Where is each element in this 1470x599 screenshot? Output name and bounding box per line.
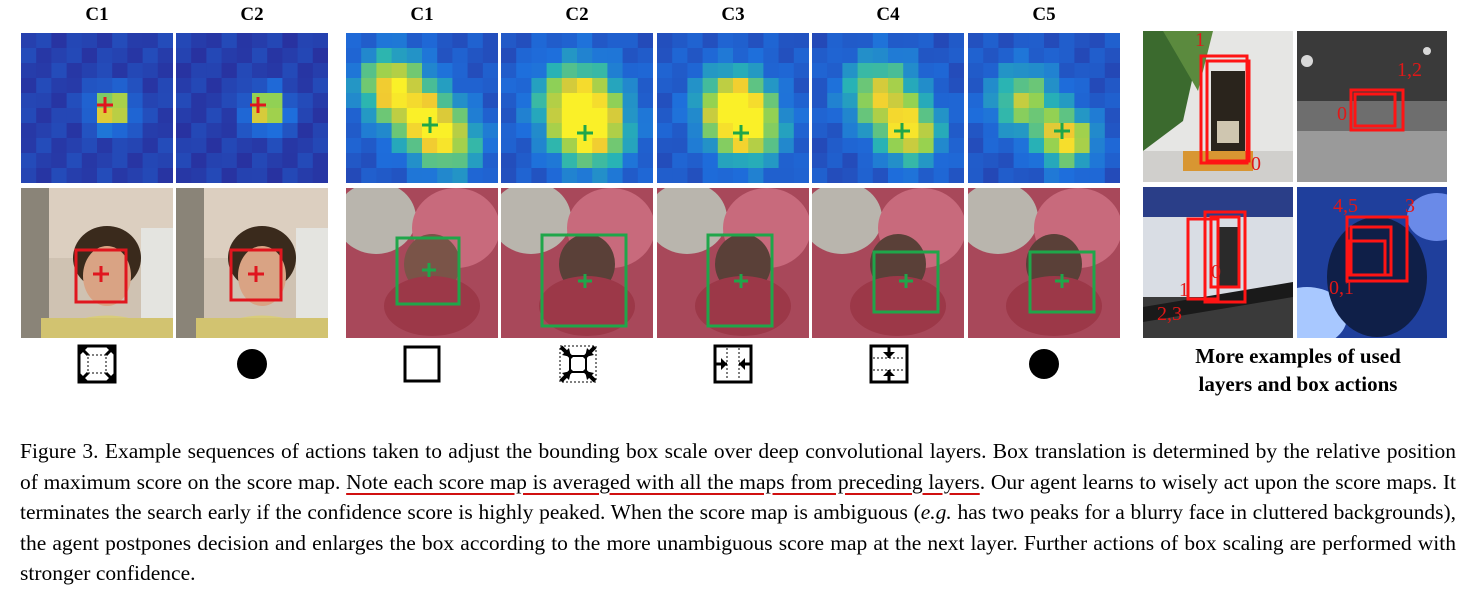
- stop-circle-icon: [232, 344, 272, 384]
- blurry-face-photo: [812, 188, 964, 338]
- box-layer-label: 0: [1211, 261, 1221, 283]
- box-layer-label: 4,5: [1333, 195, 1358, 217]
- peak-marker: [733, 125, 749, 141]
- column-label-c2: C2: [565, 4, 589, 25]
- peak-marker: [422, 117, 438, 133]
- column-label-c1: C1: [85, 4, 109, 25]
- box-layer-label: 2,3: [1157, 303, 1182, 325]
- score-map: [812, 33, 964, 183]
- column-label-c3: C3: [721, 4, 745, 25]
- box-layer-label: 1: [1195, 31, 1205, 51]
- example-car-photo: 1,2 0: [1297, 31, 1447, 182]
- box-layer-label: 1: [1179, 279, 1189, 301]
- box-layer-label: 0: [1251, 153, 1261, 175]
- stop-circle-icon: [1024, 344, 1064, 384]
- caption-underlined-text: Note each score map is averaged with all…: [346, 469, 980, 494]
- peak-marker: [1054, 123, 1070, 139]
- face-photo: [21, 188, 173, 338]
- shrink-box-icon: [558, 344, 598, 384]
- box-layer-label: 0: [1337, 103, 1347, 125]
- keep-box-icon: [402, 344, 442, 384]
- blurry-face-photo: [657, 188, 809, 338]
- examples-title: More examples of used layers and box act…: [1148, 342, 1448, 398]
- blurry-face-photo: [501, 188, 653, 338]
- score-map: [21, 33, 173, 183]
- caption-text: Figure 3. Example sequences of actions t…: [20, 439, 1456, 494]
- caption-eg: e.g.: [920, 500, 952, 524]
- example-concert-photo: 4,5 3 0,1: [1297, 187, 1447, 338]
- column-label-c5: C5: [1032, 4, 1056, 25]
- peak-marker: [894, 123, 910, 139]
- column-label-c1: C1: [410, 4, 434, 25]
- caption-text: . Our agent learns to wisely act upon th…: [20, 469, 1456, 525]
- blurry-face-photo: [968, 188, 1120, 338]
- figure-caption: Figure 3. Example sequences of actions t…: [20, 436, 1456, 589]
- caption-text: has two peaks for a blurry face in clutt…: [20, 500, 1456, 585]
- score-map: [346, 33, 498, 183]
- score-map: [968, 33, 1120, 183]
- examples-title-line: More examples of used: [1195, 344, 1401, 368]
- score-map: [501, 33, 653, 183]
- face-photo: [176, 188, 328, 338]
- box-layer-label: 3: [1405, 195, 1415, 217]
- score-map: [657, 33, 809, 183]
- box-layer-label: 1,2: [1397, 59, 1422, 81]
- peak-marker: [577, 125, 593, 141]
- box-layer-label: 0,1: [1329, 277, 1354, 299]
- example-bottle-photo: 1 0: [1143, 31, 1293, 182]
- peak-marker: [97, 97, 113, 113]
- column-label-c4: C4: [876, 4, 900, 25]
- horizontal-shrink-icon: [713, 344, 753, 384]
- examples-title-line: layers and box actions: [1198, 372, 1398, 396]
- vertical-shrink-icon: [869, 344, 909, 384]
- score-map: [176, 33, 328, 183]
- peak-marker: [250, 97, 266, 113]
- enlarge-box-icon: [77, 344, 117, 384]
- blurry-face-photo: [346, 188, 498, 338]
- column-label-c2: C2: [240, 4, 264, 25]
- example-skater-photo: 0 1 2,3: [1143, 187, 1293, 338]
